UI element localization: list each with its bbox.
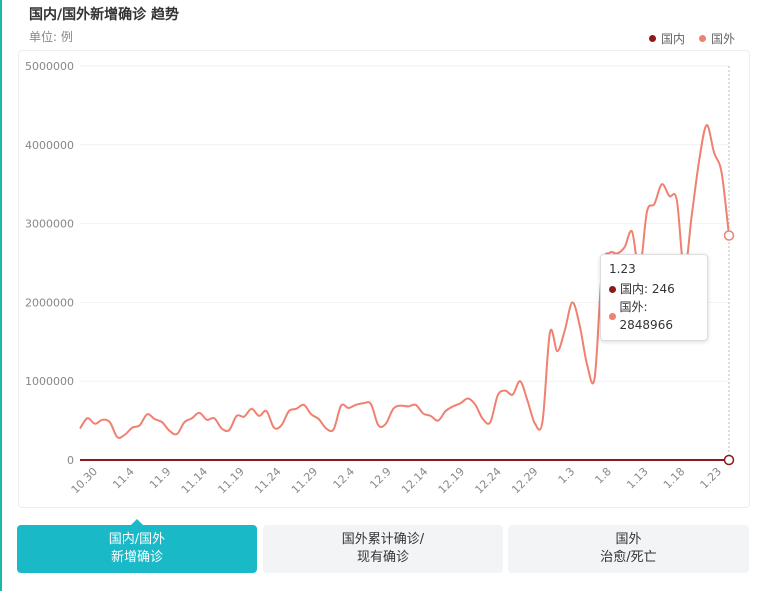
- unit-label: 单位: 例: [29, 30, 73, 44]
- x-tick-label-9: 12.14: [399, 465, 430, 496]
- tooltip-row-foreign: 国外: 2848966: [609, 298, 699, 334]
- tooltip-dot-foreign: [609, 312, 616, 320]
- tab-cured-deaths-line2: 治愈/死亡: [600, 550, 657, 565]
- chart-tooltip: 1.23 国内: 246 国外: 2848966: [600, 254, 708, 341]
- tab-new-confirmed-line1: 国内/国外: [108, 532, 166, 547]
- legend-item-domestic[interactable]: 国内: [648, 30, 685, 47]
- chart-card: [18, 50, 750, 508]
- y-tick-label-4: 4000000: [25, 139, 74, 152]
- legend-label-foreign: 国外: [710, 32, 735, 46]
- x-tick-label-0: 10.30: [69, 465, 100, 496]
- legend-item-foreign[interactable]: 国外: [698, 30, 735, 47]
- tab-bar: 国内/国外 新增确诊 国外累计确诊/ 现有确诊 国外 治愈/死亡: [17, 525, 749, 573]
- y-tick-label-3: 3000000: [25, 218, 74, 231]
- series-line-foreign: [79, 124, 730, 439]
- tab-new-confirmed-line2: 新增确诊: [110, 550, 163, 565]
- active-tab-caret: [131, 519, 143, 525]
- x-tick-label-13: 1.3: [556, 465, 578, 487]
- x-tick-label-11: 12.24: [472, 465, 503, 496]
- tooltip-row-domestic: 国内: 246: [609, 280, 699, 298]
- y-tick-label-0: 0: [67, 454, 74, 467]
- tooltip-dot-domestic: [609, 285, 616, 293]
- tab-cumulative-confirmed-line1: 国外累计确诊/: [341, 532, 425, 547]
- x-tick-label-17: 1.23: [698, 465, 725, 492]
- tab-cured-deaths[interactable]: 国外 治愈/死亡: [508, 525, 749, 573]
- y-tick-label-5: 5000000: [25, 60, 74, 73]
- chart-title: 国内/国外新增确诊 趋势: [29, 7, 179, 23]
- tab-cured-deaths-line1: 国外: [615, 532, 642, 547]
- x-tick-label-8: 12.9: [367, 465, 394, 492]
- tab-cumulative-confirmed-line2: 现有确诊: [356, 550, 409, 565]
- x-tick-label-3: 11.14: [179, 465, 210, 496]
- left-accent-bar: [0, 0, 2, 591]
- x-tick-label-4: 11.19: [215, 465, 246, 496]
- point-marker-domestic: [723, 454, 735, 466]
- x-tick-label-6: 11.29: [289, 465, 320, 496]
- legend-label-domestic: 国内: [660, 32, 685, 46]
- x-tick-label-16: 1.18: [661, 465, 688, 492]
- legend-dot-foreign: [698, 35, 706, 42]
- x-tick-label-1: 11.4: [110, 465, 137, 492]
- tooltip-value-domestic: 国内: 246: [620, 282, 675, 296]
- point-marker-foreign: [723, 230, 735, 241]
- x-tick-label-15: 1.13: [624, 465, 651, 492]
- x-tick-label-12: 12.29: [509, 465, 540, 496]
- tooltip-date: 1.23: [609, 262, 636, 276]
- tab-new-confirmed[interactable]: 国内/国外 新增确诊: [17, 525, 257, 573]
- y-tick-label-2: 2000000: [25, 296, 74, 309]
- tab-cumulative-confirmed[interactable]: 国外累计确诊/ 现有确诊: [263, 525, 503, 573]
- x-tick-label-14: 1.8: [592, 465, 614, 487]
- legend-dot-domestic: [648, 35, 656, 42]
- x-tick-label-7: 12.4: [331, 465, 358, 492]
- chart-legend: 国内 国外: [648, 30, 735, 47]
- x-tick-label-5: 11.24: [252, 465, 283, 496]
- tooltip-value-foreign: 国外: 2848966: [619, 300, 673, 332]
- x-tick-label-10: 12.19: [436, 465, 467, 496]
- y-tick-label-1: 1000000: [25, 375, 74, 388]
- x-tick-label-2: 11.9: [147, 465, 174, 492]
